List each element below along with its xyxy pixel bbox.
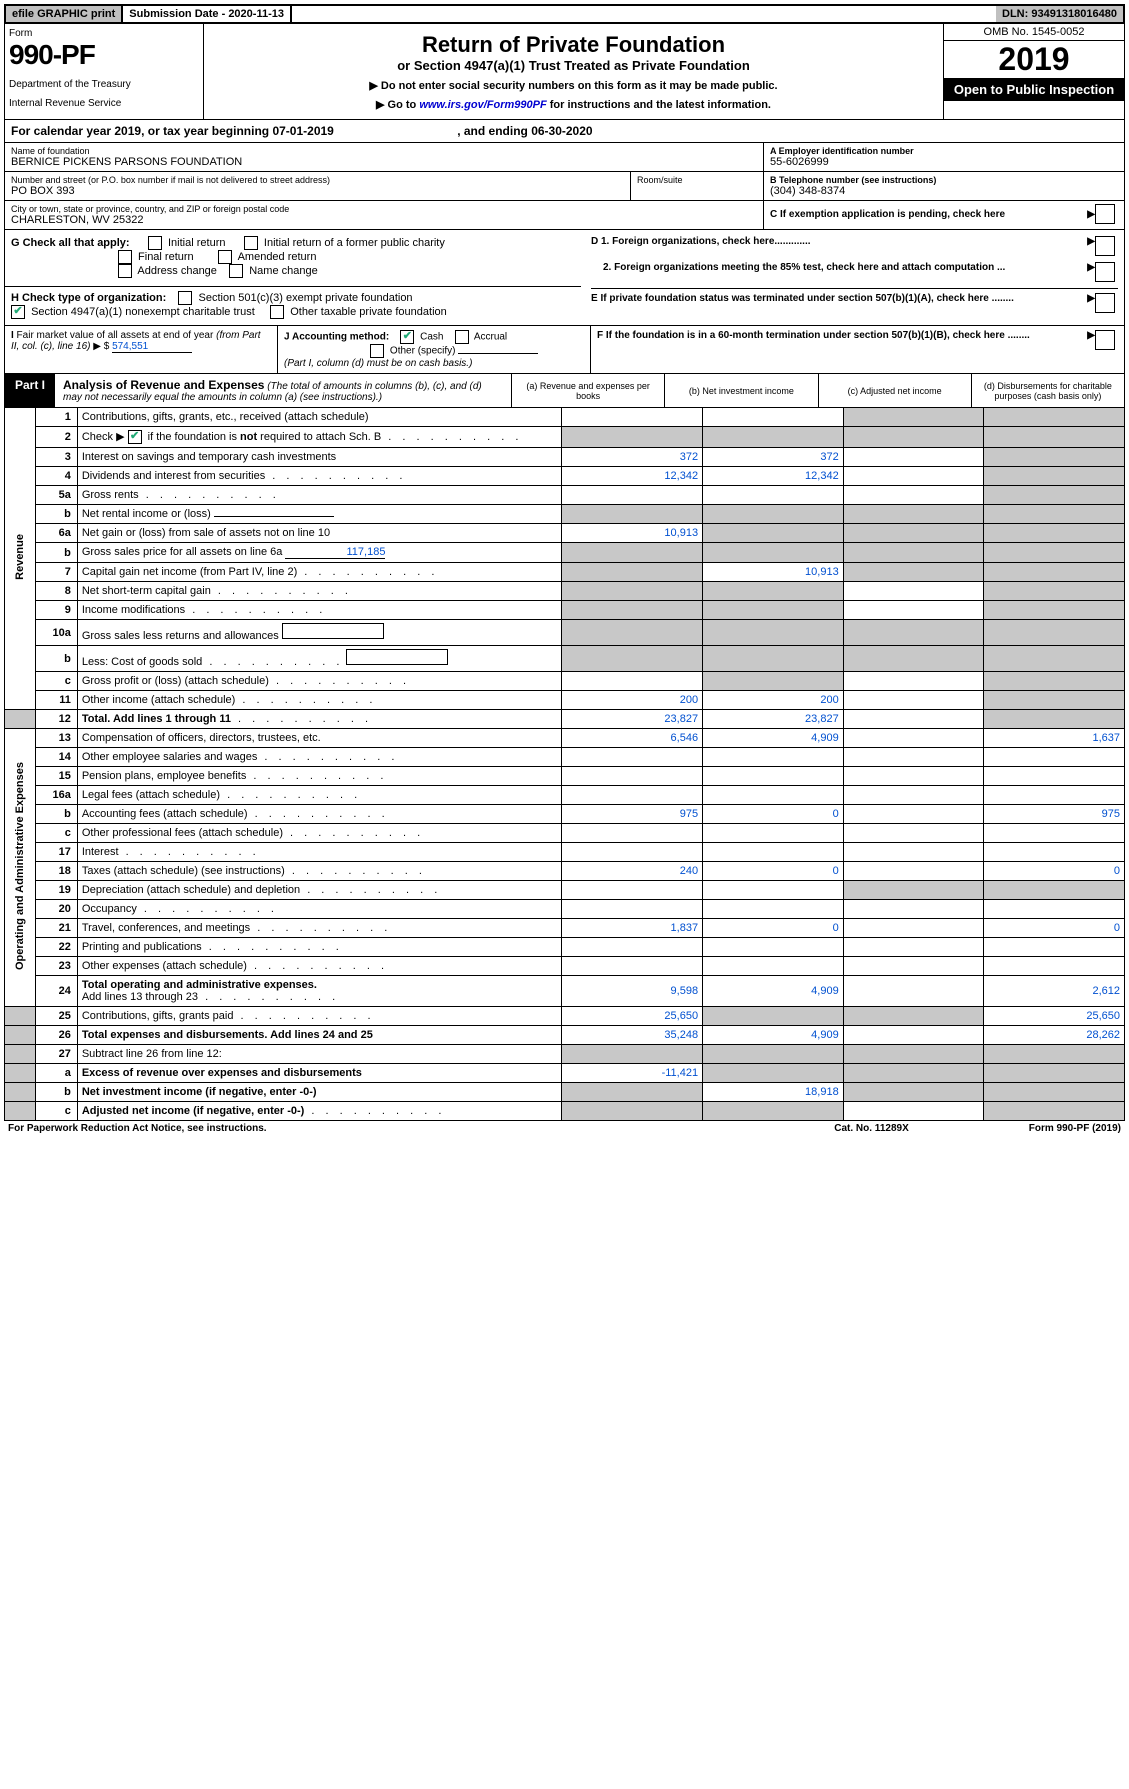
form-number: 990-PF: [9, 39, 199, 71]
footer-catno: Cat. No. 11289X: [834, 1123, 908, 1134]
addr: PO BOX 393: [11, 185, 624, 197]
form-label: Form: [9, 28, 199, 39]
efile-label: efile GRAPHIC print: [6, 6, 123, 22]
j-other[interactable]: [370, 344, 384, 358]
h-4947a1[interactable]: ✔: [11, 305, 25, 319]
d1-label: D 1. Foreign organizations, check here..…: [591, 236, 811, 247]
irs-link[interactable]: www.irs.gov/Form990PF: [419, 99, 546, 111]
city: CHARLESTON, WV 25322: [11, 214, 757, 226]
options-block: G Check all that apply: Initial return I…: [4, 230, 1125, 326]
irs-label: Internal Revenue Service: [9, 98, 199, 109]
j-label: J Accounting method:: [284, 332, 389, 343]
g-final-return[interactable]: [118, 250, 132, 264]
ein: 55-6026999: [770, 156, 1118, 168]
room-label: Room/suite: [637, 175, 757, 185]
g-amended[interactable]: [218, 250, 232, 264]
omb-number: OMB No. 1545-0052: [944, 24, 1124, 41]
e-checkbox[interactable]: [1095, 293, 1115, 313]
phone: (304) 348-8374: [770, 185, 1118, 197]
side-revenue: Revenue: [14, 534, 26, 580]
calendar-year-row: For calendar year 2019, or tax year begi…: [4, 120, 1125, 143]
g-initial-former[interactable]: [244, 236, 258, 250]
city-label: City or town, state or province, country…: [11, 204, 757, 214]
i-value: 574,551: [112, 341, 192, 353]
foundation-name: BERNICE PICKENS PARSONS FOUNDATION: [11, 156, 757, 168]
ein-label: A Employer identification number: [770, 146, 1118, 156]
d2-checkbox[interactable]: [1095, 262, 1115, 282]
r2-checkbox[interactable]: ✔: [128, 430, 142, 444]
form-header: Form 990-PF Department of the Treasury I…: [4, 24, 1125, 120]
part1-label: Part I: [5, 374, 55, 407]
submission-date: Submission Date - 2020-11-13: [123, 6, 292, 22]
side-expenses: Operating and Administrative Expenses: [14, 762, 26, 970]
f-label: F If the foundation is in a 60-month ter…: [597, 330, 1030, 341]
d1-checkbox[interactable]: [1095, 236, 1115, 256]
ijf-row: I Fair market value of all assets at end…: [4, 326, 1125, 374]
h-501c3[interactable]: [178, 291, 192, 305]
ssn-note: ▶ Do not enter social security numbers o…: [212, 79, 935, 92]
j-cash[interactable]: ✔: [400, 330, 414, 344]
col-c: (c) Adjusted net income: [818, 374, 971, 407]
dln: DLN: 93491318016480: [996, 6, 1123, 22]
form-title: Return of Private Foundation: [212, 32, 935, 58]
top-bar: efile GRAPHIC print Submission Date - 20…: [4, 4, 1125, 24]
col-b: (b) Net investment income: [664, 374, 817, 407]
h-label: H Check type of organization:: [11, 292, 166, 304]
phone-label: B Telephone number (see instructions): [770, 175, 1118, 185]
h-other-taxable[interactable]: [270, 305, 284, 319]
part1-title: Analysis of Revenue and Expenses: [63, 378, 264, 392]
j-accrual[interactable]: [455, 330, 469, 344]
f-checkbox[interactable]: [1095, 330, 1115, 350]
addr-label: Number and street (or P.O. box number if…: [11, 175, 624, 185]
g-initial-return[interactable]: [148, 236, 162, 250]
part1-table: Revenue 1Contributions, gifts, grants, e…: [4, 408, 1125, 1121]
page-footer: For Paperwork Reduction Act Notice, see …: [4, 1121, 1125, 1136]
g-addr-change[interactable]: [118, 264, 132, 278]
g-name-change[interactable]: [229, 264, 243, 278]
open-to-public: Open to Public Inspection: [944, 78, 1124, 101]
tax-year: 2019: [944, 41, 1124, 78]
g-label: G Check all that apply:: [11, 237, 130, 249]
col-a: (a) Revenue and expenses per books: [511, 374, 664, 407]
foundation-info: Name of foundation BERNICE PICKENS PARSO…: [4, 143, 1125, 230]
j-note: (Part I, column (d) must be on cash basi…: [284, 358, 472, 369]
d2-label: 2. Foreign organizations meeting the 85%…: [603, 262, 1005, 273]
e-label: E If private foundation status was termi…: [591, 293, 1014, 304]
name-label: Name of foundation: [11, 146, 757, 156]
footer-left: For Paperwork Reduction Act Notice, see …: [8, 1123, 267, 1134]
c-checkbox[interactable]: [1095, 204, 1115, 224]
goto-note: ▶ Go to www.irs.gov/Form990PF for instru…: [212, 98, 935, 111]
part1-header: Part I Analysis of Revenue and Expenses …: [4, 374, 1125, 408]
c-label: C If exemption application is pending, c…: [770, 209, 1087, 220]
dept-treasury: Department of the Treasury: [9, 79, 199, 90]
footer-formno: Form 990-PF (2019): [1029, 1123, 1121, 1134]
form-subtitle: or Section 4947(a)(1) Trust Treated as P…: [212, 58, 935, 73]
col-d: (d) Disbursements for charitable purpose…: [971, 374, 1124, 407]
